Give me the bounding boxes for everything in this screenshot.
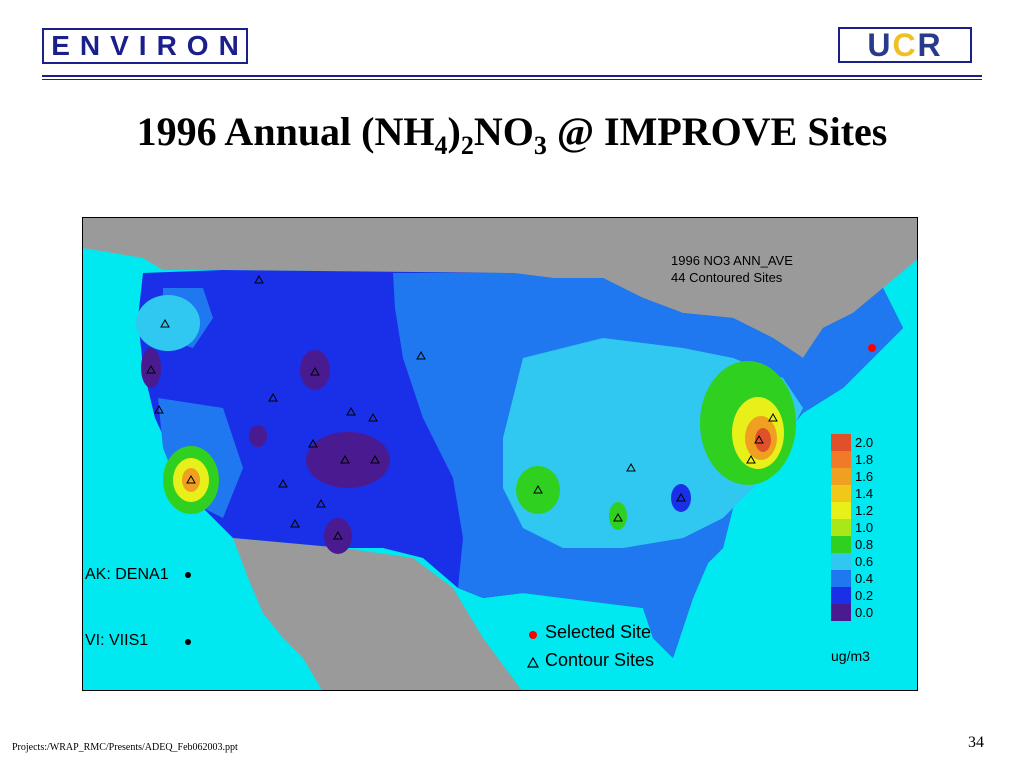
scale-label: 1.0: [855, 520, 873, 535]
canada-landmass: [83, 218, 917, 358]
east-hotspot-core: [755, 428, 771, 452]
scale-label: 0.4: [855, 571, 873, 586]
selected-site-marker: [868, 344, 876, 352]
title-sub-3: 3: [533, 131, 547, 160]
scale-label: 1.2: [855, 503, 873, 518]
scale-swatch: [831, 587, 851, 604]
scale-swatch: [831, 451, 851, 468]
header-rule-thin: [42, 79, 982, 80]
title-text-2: ): [447, 109, 461, 154]
map-annotation: 1996 NO3 ANN_AVE 44 Contoured Sites: [671, 252, 793, 286]
concentration-scale: 2.0 1.8 1.6 1.4 1.2 1.0 0.8 0.6 0.4 0.2 0.0: [831, 434, 873, 621]
contour-site-markers: [146, 274, 778, 540]
blue-south-low: [671, 484, 691, 512]
title-text-3: NO: [473, 109, 534, 154]
purple-low-arizona: [324, 518, 352, 554]
vi-marker: [185, 639, 191, 645]
title-text-4: @ IMPROVE Sites: [546, 109, 888, 154]
title-sub-2: 2: [460, 131, 474, 160]
annotation-line-1: 1996 NO3 ANN_AVE: [671, 253, 793, 268]
california-hotspot-core: [182, 468, 200, 492]
scale-label: 0.2: [855, 588, 873, 603]
vi-site-label: VI: VIIS1: [85, 632, 149, 649]
ucr-logo-r: R: [917, 26, 943, 63]
purple-low-oregon: [141, 348, 161, 388]
scale-label: 2.0: [855, 435, 873, 450]
concentration-map: 2.0 1.8 1.6 1.4 1.2 1.0 0.8 0.6 0.4 0.2 0.0 1996 N…: [82, 217, 918, 691]
scale-label: 1.6: [855, 469, 873, 484]
scale-swatch: [831, 519, 851, 536]
legend-contour-sites: Contour Sites: [545, 650, 655, 670]
pacific-nw-light: [136, 295, 200, 351]
annotation-line-2: 44 Contoured Sites: [671, 270, 783, 285]
legend-selected-marker: [529, 631, 537, 639]
scale-label: 1.4: [855, 486, 873, 501]
slide-title: 1996 Annual (NH4)2NO3 @ IMPROVE Sites: [0, 108, 1024, 161]
purple-low-colorado: [306, 432, 390, 488]
scale-swatch: [831, 536, 851, 553]
map-graphic: 2.0 1.8 1.6 1.4 1.2 1.0 0.8 0.6 0.4 0.2 0.0: [83, 218, 917, 690]
footer-path: Projects:/WRAP_RMC/Presents/ADEQ_Feb0620…: [12, 742, 238, 753]
page-number: 34: [968, 734, 984, 751]
legend-selected-site: Selected Site: [545, 622, 652, 642]
scale-label: 1.8: [855, 452, 873, 467]
scale-swatch: [831, 485, 851, 502]
ucr-logo-u: U: [867, 26, 893, 63]
purple-low-wyoming: [300, 350, 330, 390]
ak-marker: [185, 572, 191, 578]
header-rule: [42, 75, 982, 77]
scale-label: 0.8: [855, 537, 873, 552]
title-sub-1: 4: [434, 131, 448, 160]
scale-swatch: [831, 570, 851, 587]
green-alabama: [609, 502, 627, 530]
mexico-landmass: [233, 538, 522, 690]
scale-swatch: [831, 468, 851, 485]
ucr-logo-c: C: [892, 26, 918, 63]
scale-swatch: [831, 434, 851, 451]
scale-swatch: [831, 502, 851, 519]
scale-swatch: [831, 553, 851, 570]
scale-label: 0.0: [855, 605, 873, 620]
green-oklahoma: [516, 466, 560, 514]
legend-contour-marker: [526, 656, 540, 668]
title-text-1: 1996 Annual (NH: [136, 109, 435, 154]
scale-label: 0.6: [855, 554, 873, 569]
scale-swatch: [831, 604, 851, 621]
scale-unit: ug/m3: [831, 648, 870, 664]
ak-site-label: AK: DENA1: [85, 566, 169, 583]
purple-low-nevada: [249, 425, 267, 447]
environ-logo: ENVIRON: [42, 28, 248, 64]
